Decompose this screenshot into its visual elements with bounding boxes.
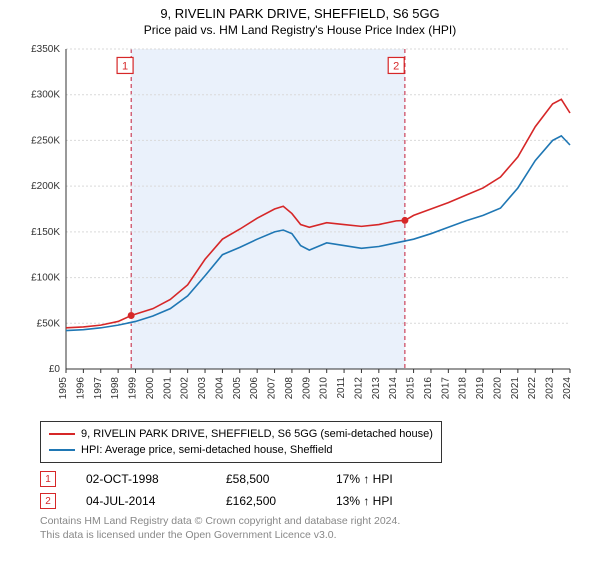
marker-table-row: 1 02-OCT-1998 £58,500 17% ↑ HPI xyxy=(40,471,600,487)
attribution-text: Contains HM Land Registry data © Crown c… xyxy=(40,515,600,542)
marker-table-price: £162,500 xyxy=(226,494,306,508)
legend-label: HPI: Average price, semi-detached house,… xyxy=(81,442,333,458)
x-tick-label: 2022 xyxy=(527,377,538,400)
attribution-line2: This data is licensed under the Open Gov… xyxy=(40,529,600,543)
x-tick-label: 2021 xyxy=(510,377,521,400)
marker-table: 1 02-OCT-1998 £58,500 17% ↑ HPI 2 04-JUL-2014… xyxy=(40,471,600,509)
y-tick-label: £50K xyxy=(37,318,61,329)
x-tick-label: 2007 xyxy=(267,377,278,400)
x-tick-label: 2014 xyxy=(388,377,399,400)
x-tick-label: 2005 xyxy=(232,377,243,400)
x-tick-label: 2001 xyxy=(162,377,173,400)
x-tick-label: 2000 xyxy=(145,377,156,400)
x-tick-label: 2002 xyxy=(180,377,191,400)
x-tick-label: 2010 xyxy=(319,377,330,400)
x-tick-label: 1999 xyxy=(128,377,139,400)
marker-dot xyxy=(401,217,408,224)
x-tick-label: 2008 xyxy=(284,377,295,400)
x-tick-label: 2020 xyxy=(492,377,503,400)
x-tick-label: 2024 xyxy=(562,377,573,400)
y-tick-label: £200K xyxy=(31,181,60,192)
x-tick-label: 2011 xyxy=(336,377,347,399)
marker-table-box: 1 xyxy=(40,471,56,487)
attribution-line1: Contains HM Land Registry data © Crown c… xyxy=(40,515,600,529)
x-tick-label: 1996 xyxy=(75,377,86,400)
marker-table-box: 2 xyxy=(40,493,56,509)
marker-table-row: 2 04-JUL-2014 £162,500 13% ↑ HPI xyxy=(40,493,600,509)
y-tick-label: £100K xyxy=(31,273,60,284)
x-tick-label: 2009 xyxy=(301,377,312,400)
x-tick-label: 2003 xyxy=(197,377,208,400)
y-tick-label: £300K xyxy=(31,90,60,101)
marker-number: 1 xyxy=(122,60,128,72)
y-tick-label: £250K xyxy=(31,135,60,146)
chart-title: 9, RIVELIN PARK DRIVE, SHEFFIELD, S6 5GG xyxy=(0,6,600,21)
marker-table-hpi: 17% ↑ HPI xyxy=(336,472,426,486)
legend-swatch xyxy=(49,449,75,451)
marker-table-price: £58,500 xyxy=(226,472,306,486)
marker-table-date: 02-OCT-1998 xyxy=(86,472,196,486)
x-tick-label: 2017 xyxy=(440,377,451,400)
x-tick-label: 2013 xyxy=(371,377,382,400)
y-tick-label: £0 xyxy=(49,364,61,375)
legend-swatch xyxy=(49,433,75,435)
marker-dot xyxy=(128,312,135,319)
x-tick-label: 1997 xyxy=(93,377,104,400)
x-tick-label: 2019 xyxy=(475,377,486,400)
shaded-band xyxy=(131,49,405,369)
x-tick-label: 1995 xyxy=(58,377,69,400)
legend-label: 9, RIVELIN PARK DRIVE, SHEFFIELD, S6 5GG… xyxy=(81,426,433,442)
legend-row: HPI: Average price, semi-detached house,… xyxy=(49,442,433,458)
line-chart-svg: £0 £50K £100K £150K £200K £250K £300K £350K 1995… xyxy=(20,41,580,411)
marker-table-date: 04-JUL-2014 xyxy=(86,494,196,508)
x-tick-label: 2023 xyxy=(545,377,556,400)
legend-box: 9, RIVELIN PARK DRIVE, SHEFFIELD, S6 5GG… xyxy=(40,421,442,463)
marker-number: 2 xyxy=(393,60,399,72)
chart-subtitle: Price paid vs. HM Land Registry's House … xyxy=(0,23,600,37)
chart-area: £0 £50K £100K £150K £200K £250K £300K £350K 1995… xyxy=(20,41,580,411)
x-tick-label: 2004 xyxy=(214,377,225,400)
x-tick-label: 2006 xyxy=(249,377,260,400)
y-tick-label: £150K xyxy=(31,227,60,238)
x-tick-label: 2018 xyxy=(458,377,469,400)
x-tick-label: 2012 xyxy=(353,377,364,400)
x-tick-label: 2015 xyxy=(406,377,417,400)
marker-table-hpi: 13% ↑ HPI xyxy=(336,494,426,508)
chart-container: 9, RIVELIN PARK DRIVE, SHEFFIELD, S6 5GG… xyxy=(0,6,600,566)
x-tick-label: 1998 xyxy=(110,377,121,400)
legend-row: 9, RIVELIN PARK DRIVE, SHEFFIELD, S6 5GG… xyxy=(49,426,433,442)
x-tick-label: 2016 xyxy=(423,377,434,400)
y-tick-label: £350K xyxy=(31,44,60,55)
